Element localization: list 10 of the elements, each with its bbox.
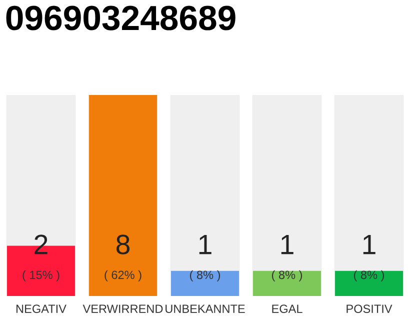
data-label: 8 ( 62% ) bbox=[104, 234, 142, 282]
data-label: 1 ( 8% ) bbox=[190, 234, 220, 282]
x-tick-label: VERWIRREND bbox=[82, 304, 163, 313]
x-tick-label: UNBEKANNTE bbox=[166, 304, 245, 314]
x-tick-label: NEGATIV bbox=[16, 304, 66, 314]
data-label: 1 ( 8% ) bbox=[354, 234, 384, 282]
x-tick-label: EGAL bbox=[272, 304, 302, 314]
chart-title: 096903248689 bbox=[6, 6, 236, 30]
x-tick-label: POSITIV bbox=[346, 304, 392, 314]
data-label: 1 ( 8% ) bbox=[272, 234, 302, 282]
